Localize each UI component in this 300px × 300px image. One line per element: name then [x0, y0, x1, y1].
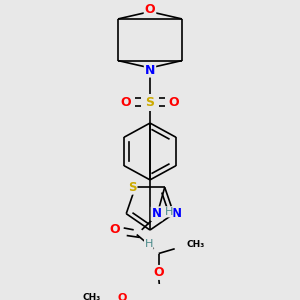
Text: H: H	[164, 207, 173, 217]
Text: N: N	[172, 207, 182, 220]
Text: O: O	[169, 96, 179, 109]
Text: O: O	[145, 3, 155, 16]
Text: S: S	[128, 181, 136, 194]
Text: O: O	[153, 266, 164, 279]
Text: N: N	[145, 64, 155, 76]
Text: CH₃: CH₃	[82, 293, 100, 300]
Text: O: O	[118, 292, 127, 300]
Text: S: S	[146, 96, 154, 109]
Text: O: O	[110, 223, 120, 236]
Text: O: O	[121, 96, 131, 109]
Text: CH₃: CH₃	[187, 239, 205, 248]
Text: H: H	[145, 239, 153, 249]
Text: N: N	[152, 207, 162, 220]
